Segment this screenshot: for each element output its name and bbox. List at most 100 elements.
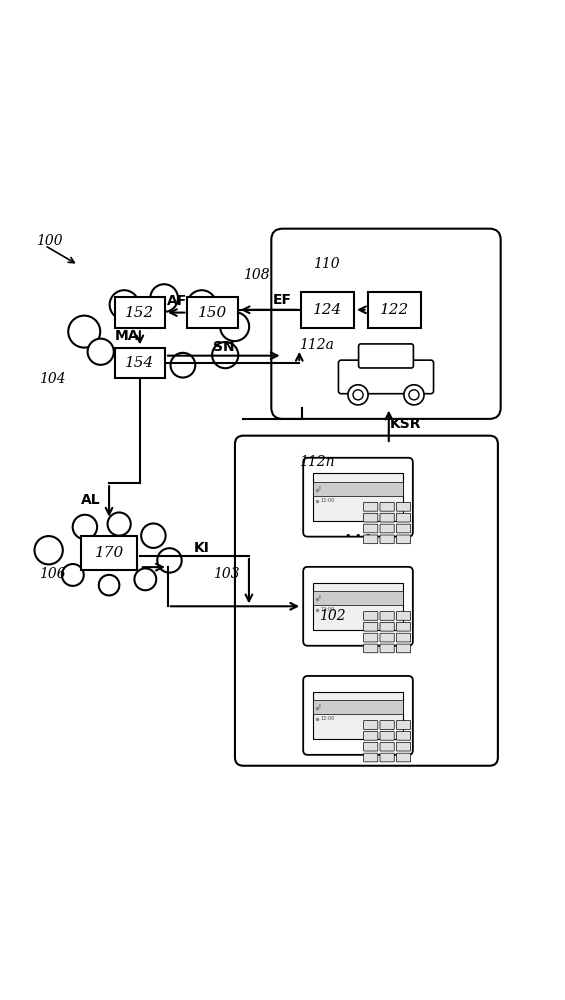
FancyBboxPatch shape (303, 676, 413, 755)
FancyBboxPatch shape (313, 583, 403, 630)
FancyBboxPatch shape (397, 753, 411, 762)
FancyBboxPatch shape (380, 644, 394, 653)
Text: 150: 150 (198, 306, 227, 320)
Text: • • •: • • • (345, 531, 371, 541)
FancyBboxPatch shape (380, 633, 394, 642)
FancyBboxPatch shape (397, 612, 411, 620)
Circle shape (348, 385, 368, 405)
Circle shape (110, 290, 139, 319)
FancyBboxPatch shape (364, 644, 378, 653)
FancyBboxPatch shape (380, 535, 394, 544)
FancyBboxPatch shape (380, 731, 394, 740)
FancyBboxPatch shape (397, 502, 411, 511)
Circle shape (107, 512, 131, 536)
Circle shape (157, 548, 182, 573)
FancyBboxPatch shape (188, 297, 238, 328)
Text: 102: 102 (319, 609, 345, 623)
FancyBboxPatch shape (397, 721, 411, 729)
FancyBboxPatch shape (380, 721, 394, 729)
Text: AF: AF (167, 294, 188, 308)
Circle shape (99, 575, 119, 595)
FancyBboxPatch shape (303, 458, 413, 537)
Circle shape (34, 536, 63, 564)
FancyBboxPatch shape (303, 567, 413, 646)
FancyBboxPatch shape (235, 436, 498, 766)
Circle shape (220, 312, 249, 341)
Circle shape (404, 385, 424, 405)
FancyBboxPatch shape (364, 502, 378, 511)
Text: 154: 154 (125, 356, 154, 370)
FancyBboxPatch shape (397, 742, 411, 751)
FancyBboxPatch shape (364, 622, 378, 631)
FancyBboxPatch shape (380, 612, 394, 620)
Circle shape (68, 316, 100, 348)
Text: KSR: KSR (390, 417, 421, 431)
FancyBboxPatch shape (397, 513, 411, 522)
Text: 106: 106 (39, 567, 66, 581)
FancyBboxPatch shape (364, 742, 378, 751)
FancyBboxPatch shape (397, 524, 411, 533)
Text: ||: || (319, 485, 321, 489)
Circle shape (134, 568, 157, 590)
Text: 112a: 112a (299, 338, 334, 352)
FancyBboxPatch shape (313, 692, 403, 739)
FancyBboxPatch shape (81, 536, 137, 570)
FancyBboxPatch shape (359, 344, 414, 368)
FancyBboxPatch shape (338, 360, 433, 394)
Circle shape (62, 564, 84, 586)
FancyBboxPatch shape (368, 292, 421, 328)
Circle shape (212, 342, 238, 368)
Circle shape (409, 390, 419, 400)
FancyBboxPatch shape (380, 622, 394, 631)
Text: 124: 124 (312, 303, 342, 317)
FancyBboxPatch shape (380, 502, 394, 511)
FancyBboxPatch shape (364, 524, 378, 533)
FancyBboxPatch shape (364, 721, 378, 729)
Text: SN: SN (213, 340, 234, 354)
FancyBboxPatch shape (364, 513, 378, 522)
FancyBboxPatch shape (271, 229, 501, 419)
FancyBboxPatch shape (397, 633, 411, 642)
FancyBboxPatch shape (380, 753, 394, 762)
Text: 110: 110 (313, 257, 340, 271)
FancyBboxPatch shape (301, 292, 354, 328)
FancyBboxPatch shape (115, 297, 165, 328)
FancyBboxPatch shape (380, 513, 394, 522)
FancyBboxPatch shape (380, 742, 394, 751)
FancyBboxPatch shape (364, 731, 378, 740)
Text: 108: 108 (244, 268, 270, 282)
FancyBboxPatch shape (115, 348, 165, 378)
FancyBboxPatch shape (364, 612, 378, 620)
FancyBboxPatch shape (364, 535, 378, 544)
FancyBboxPatch shape (313, 473, 403, 521)
FancyBboxPatch shape (380, 524, 394, 533)
FancyBboxPatch shape (364, 633, 378, 642)
Circle shape (141, 523, 166, 548)
FancyBboxPatch shape (397, 622, 411, 631)
Text: AL: AL (81, 493, 101, 507)
FancyBboxPatch shape (313, 482, 403, 496)
Circle shape (187, 290, 216, 319)
Text: 103: 103 (212, 567, 239, 581)
Text: 12:00: 12:00 (320, 498, 334, 503)
FancyBboxPatch shape (397, 644, 411, 653)
Text: 100: 100 (36, 234, 63, 248)
Text: 12:00: 12:00 (320, 607, 334, 612)
Circle shape (88, 339, 114, 365)
Text: 122: 122 (380, 303, 409, 317)
Circle shape (73, 515, 97, 539)
Text: 104: 104 (39, 372, 66, 386)
Circle shape (128, 353, 153, 378)
Text: ||: || (319, 595, 321, 599)
Text: ||: || (319, 704, 321, 708)
Circle shape (150, 284, 178, 312)
FancyBboxPatch shape (364, 753, 378, 762)
Text: 152: 152 (125, 306, 154, 320)
Text: EF: EF (273, 293, 292, 307)
Text: 12:00: 12:00 (320, 716, 334, 721)
Circle shape (353, 390, 363, 400)
Circle shape (171, 353, 195, 378)
Text: 170: 170 (94, 546, 124, 560)
FancyBboxPatch shape (313, 700, 403, 714)
Text: KI: KI (193, 541, 209, 555)
